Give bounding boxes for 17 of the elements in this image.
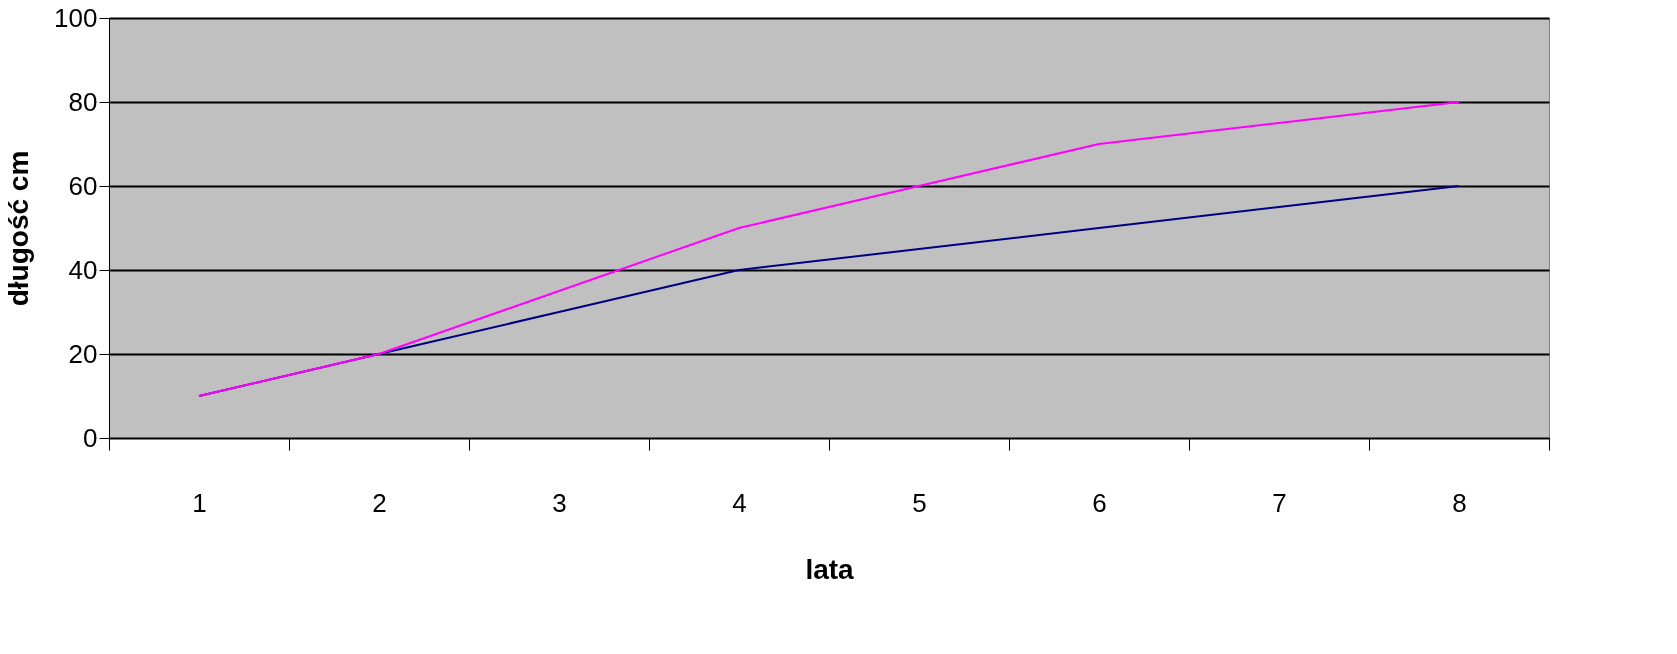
x-tick-label: 2 bbox=[372, 487, 387, 518]
x-tick-label: 5 bbox=[912, 487, 927, 518]
y-axis-title: długość cm bbox=[3, 150, 35, 307]
x-tick-label: 3 bbox=[552, 487, 567, 518]
y-tick-label: 40 bbox=[68, 254, 98, 285]
x-tick-label: 1 bbox=[192, 487, 207, 518]
x-tick-label: 4 bbox=[732, 487, 747, 518]
y-tick-label: 80 bbox=[68, 86, 98, 117]
y-tick-label: 100 bbox=[54, 2, 98, 33]
line-series bbox=[198, 101, 1460, 397]
y-tick-label: 0 bbox=[83, 422, 98, 453]
x-tick-label: 7 bbox=[1272, 487, 1287, 518]
x-tick-label: 8 bbox=[1452, 487, 1467, 518]
y-tick-label: 60 bbox=[68, 170, 98, 201]
y-tick-label: 20 bbox=[68, 338, 98, 369]
x-axis-title: lata bbox=[805, 553, 855, 585]
x-tick-label: 6 bbox=[1092, 487, 1107, 518]
